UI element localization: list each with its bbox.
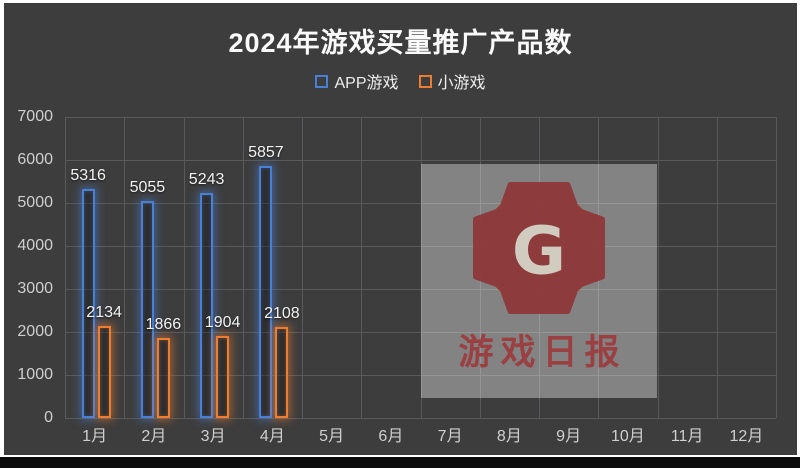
- x-axis-tick-label: 3月: [200, 428, 226, 445]
- x-axis-tick-label: 10月: [610, 428, 645, 445]
- legend-label-mini-games: 小游戏: [437, 75, 486, 92]
- bar-value-label: 5243: [188, 170, 225, 188]
- gridline-horizontal: [65, 332, 776, 333]
- chart-title: 2024年游戏买量推广产品数: [228, 28, 573, 58]
- logo-letter: G: [512, 213, 566, 290]
- x-axis: 1月 2月 3月 4月 5月 6月 7月 8月 9月 10月 11月 12月: [65, 427, 776, 447]
- gridline-vertical: [124, 117, 125, 418]
- watermark-text: 游戏日报: [458, 333, 627, 372]
- bar-小游戏-1月: [97, 326, 111, 418]
- x-axis-tick-label: 12月: [729, 428, 764, 445]
- watermark-logo-icon: G: [473, 182, 605, 314]
- gridline-vertical: [361, 117, 362, 418]
- bar-APP游戏-3月: [200, 192, 214, 418]
- legend-swatch-1: [418, 74, 432, 88]
- gridline-horizontal: [65, 246, 776, 247]
- bar-value-label: 1904: [204, 314, 241, 332]
- legend: APP游戏 小游戏: [4, 69, 797, 93]
- gridline-vertical: [658, 117, 659, 418]
- bar-value-label: 5055: [129, 178, 166, 196]
- x-axis-tick-label: 6月: [378, 428, 404, 445]
- x-axis-tick-label: 9月: [556, 428, 582, 445]
- bar-APP游戏-1月: [81, 189, 95, 418]
- x-axis-tick-label: 11月: [670, 428, 704, 445]
- legend-item-mini-games: 小游戏: [418, 69, 486, 93]
- x-axis-tick-label: 5月: [319, 428, 345, 445]
- bar-小游戏-4月: [275, 327, 289, 418]
- y-axis-tick-label: 5000: [17, 194, 53, 211]
- x-axis-tick-label: 8月: [496, 428, 522, 445]
- x-axis-tick-label: 2月: [141, 428, 167, 445]
- gridline-horizontal: [65, 375, 776, 376]
- bottom-strip: [0, 457, 800, 468]
- gridline-horizontal: [65, 117, 776, 118]
- gridline-horizontal: [65, 418, 776, 419]
- bar-value-label: 5316: [70, 167, 106, 185]
- gridline-vertical: [717, 117, 718, 418]
- gridline-vertical: [65, 117, 66, 418]
- chart-background: 2024年游戏买量推广产品数 APP游戏 小游戏 7000 6000 5000 400…: [4, 3, 797, 455]
- y-axis-tick-label: 3000: [17, 280, 53, 297]
- logo-badge-red: [473, 182, 605, 314]
- x-axis-tick-label: 4月: [259, 428, 285, 445]
- gridline-horizontal: [65, 289, 776, 290]
- y-axis-tick-label: 4000: [17, 237, 53, 254]
- bar-小游戏-3月: [216, 336, 230, 418]
- y-axis-tick-label: 2000: [17, 323, 53, 340]
- bar-小游戏-2月: [156, 337, 170, 418]
- y-axis: 7000 6000 5000 4000 3000 2000 1000 0: [4, 108, 57, 426]
- bar-value-label: 1866: [145, 315, 182, 333]
- bar-APP游戏-2月: [140, 200, 154, 418]
- y-axis-tick-label: 0: [44, 409, 53, 426]
- bar-value-label: 2134: [86, 304, 122, 322]
- gridline-vertical: [243, 117, 244, 418]
- legend-item-app-games: APP游戏: [315, 69, 399, 93]
- gridline-vertical: [184, 117, 185, 418]
- gridline-vertical: [421, 117, 422, 418]
- watermark: G 游戏日报: [421, 164, 657, 398]
- y-axis-tick-label: 7000: [17, 108, 53, 125]
- legend-swatch-0: [315, 74, 329, 88]
- y-axis-tick-label: 6000: [17, 151, 53, 168]
- gridline-horizontal: [65, 203, 776, 204]
- gridline-vertical: [776, 117, 777, 418]
- bar-APP游戏-4月: [259, 166, 273, 418]
- bar-value-label: 5857: [248, 144, 284, 162]
- x-axis-tick-label: 1月: [82, 428, 108, 445]
- y-axis-tick-label: 1000: [17, 366, 53, 383]
- x-axis-tick-label: 7月: [437, 428, 463, 445]
- gridline-vertical: [302, 117, 303, 418]
- bar-value-label: 2108: [264, 305, 300, 323]
- gridline-horizontal: [65, 160, 776, 161]
- legend-label-app-games: APP游戏: [334, 75, 399, 92]
